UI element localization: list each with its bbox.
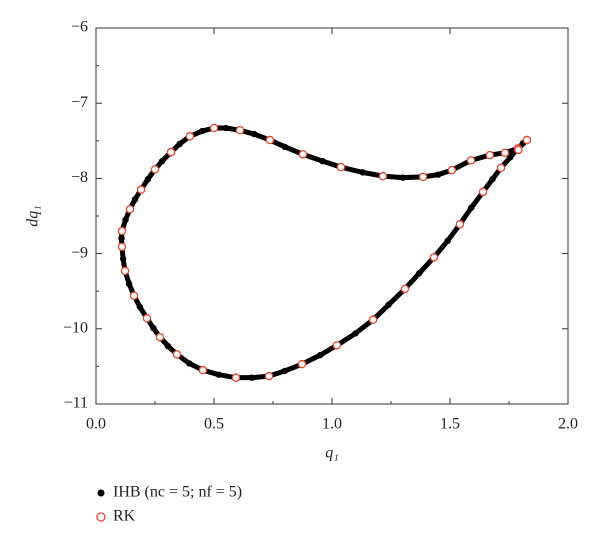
point [131,196,139,203]
point [522,135,532,145]
point [332,341,342,350]
point [444,237,451,245]
point [235,126,245,135]
point [185,132,195,141]
point [144,175,152,183]
legend-label: IHB (nc = 5; nf = 5) [113,484,242,501]
y-tick-label: −10 [63,319,88,336]
point [281,367,288,375]
point [166,147,176,157]
point [158,157,166,165]
point [429,253,439,262]
point [248,374,255,381]
x-tick-label: 1.0 [322,416,342,433]
point [319,157,326,165]
series-line [118,125,530,381]
point [359,169,366,176]
point [164,342,172,350]
y-tick-label: −8 [71,169,88,186]
x-tick-label: 2.0 [558,416,578,433]
point [150,324,157,332]
point [117,242,127,252]
x-tick-label: 0.5 [204,416,224,433]
point [119,255,127,263]
point [125,280,133,287]
point [478,187,488,197]
point [514,145,523,155]
point [215,371,222,378]
point [265,135,275,145]
point [117,226,127,236]
point [385,301,392,308]
point [298,150,308,159]
point [150,165,160,174]
y-tick-label: −6 [71,19,88,36]
y-tick-label: −11 [64,395,88,412]
point [506,154,514,161]
point [198,365,208,375]
point [336,162,346,172]
point [250,130,258,138]
point [118,235,125,242]
point [176,140,183,148]
y-axis-label: dq₁ [25,205,42,227]
point [416,269,423,277]
point [136,303,144,311]
x-tick-label: 0.0 [86,416,106,433]
point [172,350,182,359]
point [485,150,495,160]
point [281,143,288,151]
point [142,314,152,323]
point [352,330,359,337]
point [122,216,129,223]
point [155,332,165,342]
point [500,148,510,158]
x-axis-label: q₁ [325,445,339,462]
point [399,174,406,181]
point [447,165,457,175]
y-tick-label: −7 [71,94,88,111]
point [297,359,307,369]
point [489,175,496,183]
legend-marker [96,512,106,522]
point [222,124,229,132]
point [466,156,476,165]
point [231,373,241,382]
point [129,291,139,300]
point [455,220,465,229]
point [400,284,410,294]
point [186,360,193,367]
point [125,204,135,214]
point [418,172,428,182]
y-tick-label: −9 [71,244,88,261]
point [378,171,388,181]
point [199,127,206,135]
point [435,171,442,178]
point [136,185,146,194]
point [317,351,324,359]
point [496,163,506,173]
point [120,266,130,276]
point [209,123,219,133]
point [368,315,378,325]
legend-marker [97,489,105,497]
point [264,371,274,381]
point [468,204,475,211]
legend-label: RK [113,508,136,525]
x-tick-label: 1.5 [440,416,460,433]
